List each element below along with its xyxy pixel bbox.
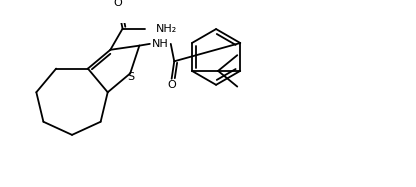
Text: NH₂: NH₂ <box>156 24 177 34</box>
Text: O: O <box>167 80 176 90</box>
Text: NH: NH <box>152 39 168 49</box>
Text: O: O <box>114 0 123 8</box>
Text: S: S <box>127 72 135 82</box>
